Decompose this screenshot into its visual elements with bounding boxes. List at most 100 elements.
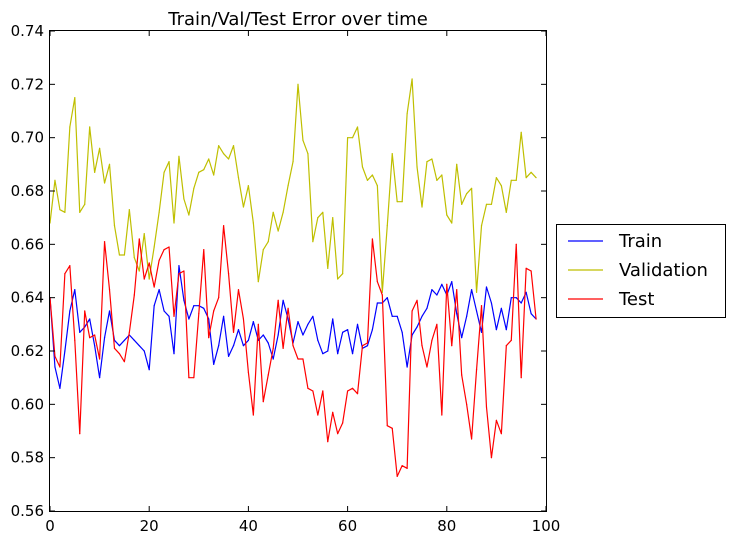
- data-point: [148, 262, 150, 264]
- data-point: [54, 179, 56, 181]
- data-point: [466, 315, 468, 317]
- data-point: [322, 211, 324, 213]
- data-point: [188, 318, 190, 320]
- data-point: [366, 179, 369, 181]
- data-point: [277, 334, 279, 336]
- data-point: [471, 187, 473, 189]
- data-point: [525, 267, 527, 269]
- y-tick-label: 0.56: [11, 502, 44, 520]
- data-point: [312, 315, 314, 317]
- data-point: [327, 441, 329, 443]
- y-tick-label: 0.74: [11, 22, 44, 40]
- data-point: [322, 390, 324, 392]
- data-point: [183, 299, 185, 301]
- data-point: [515, 179, 517, 181]
- data-point: [178, 273, 180, 275]
- data-point: [193, 305, 195, 307]
- data-point: [247, 371, 249, 373]
- data-point: [138, 270, 140, 272]
- data-point: [332, 318, 334, 320]
- data-point: [108, 163, 111, 165]
- data-point: [471, 438, 473, 440]
- x-tick-label: 60: [338, 517, 357, 535]
- data-point: [153, 305, 155, 307]
- series-test-line: [49, 225, 537, 477]
- data-point: [356, 126, 359, 128]
- data-point: [168, 161, 170, 163]
- data-point: [292, 161, 294, 163]
- data-point: [178, 265, 180, 267]
- y-tick-label: 0.68: [11, 182, 44, 200]
- data-point: [99, 358, 101, 360]
- data-point: [520, 131, 522, 133]
- data-point: [327, 267, 329, 269]
- data-point: [510, 297, 512, 299]
- data-point: [342, 422, 344, 424]
- data-point: [272, 358, 274, 360]
- data-point: [193, 377, 195, 379]
- data-point: [421, 345, 423, 347]
- data-point: [277, 299, 279, 301]
- data-point: [213, 310, 215, 312]
- legend-label: Validation: [619, 260, 708, 281]
- data-point: [108, 310, 111, 312]
- data-point: [223, 225, 225, 227]
- data-point: [505, 329, 507, 331]
- y-tick-label: 0.66: [11, 235, 44, 253]
- data-point: [138, 345, 140, 347]
- data-point: [461, 337, 463, 339]
- data-point: [143, 278, 145, 280]
- legend-label: Test: [618, 289, 654, 310]
- data-point: [461, 203, 463, 205]
- data-point: [495, 177, 497, 179]
- data-point: [426, 161, 428, 163]
- data-point: [436, 179, 438, 181]
- data-point: [416, 299, 418, 301]
- data-point: [213, 174, 215, 176]
- data-point: [64, 211, 66, 213]
- data-point: [317, 339, 319, 341]
- data-point: [59, 209, 61, 211]
- data-point: [79, 331, 81, 333]
- data-point: [510, 339, 512, 341]
- data-point: [441, 414, 443, 416]
- data-point: [451, 222, 453, 224]
- data-point: [89, 126, 91, 128]
- data-point: [500, 433, 502, 435]
- data-point: [89, 337, 91, 339]
- data-point: [441, 283, 443, 285]
- y-tick-label: 0.72: [11, 75, 44, 93]
- data-point: [307, 323, 309, 325]
- data-point: [108, 289, 111, 291]
- data-point: [446, 283, 448, 285]
- data-point: [361, 345, 364, 347]
- series-train-group: [49, 265, 537, 389]
- data-point: [267, 342, 269, 344]
- data-point: [232, 145, 235, 147]
- data-point: [218, 345, 220, 347]
- data-point: [143, 350, 145, 352]
- data-point: [332, 411, 334, 413]
- data-point: [391, 153, 393, 155]
- data-point: [198, 171, 200, 173]
- data-point: [530, 171, 532, 173]
- data-point: [257, 281, 259, 283]
- data-point: [471, 289, 473, 291]
- data-point: [272, 347, 274, 349]
- data-point: [103, 182, 106, 184]
- legend-box: [556, 224, 726, 318]
- data-point: [456, 289, 458, 291]
- data-point: [287, 185, 289, 187]
- data-point: [530, 313, 532, 315]
- data-point: [361, 166, 364, 168]
- data-point: [356, 323, 359, 325]
- data-point: [366, 342, 369, 344]
- data-point: [74, 339, 76, 341]
- data-point: [242, 206, 245, 208]
- data-point: [223, 315, 225, 317]
- data-point: [178, 155, 180, 157]
- data-point: [262, 249, 264, 251]
- data-point: [203, 249, 205, 251]
- data-point: [118, 353, 121, 355]
- data-point: [396, 475, 398, 477]
